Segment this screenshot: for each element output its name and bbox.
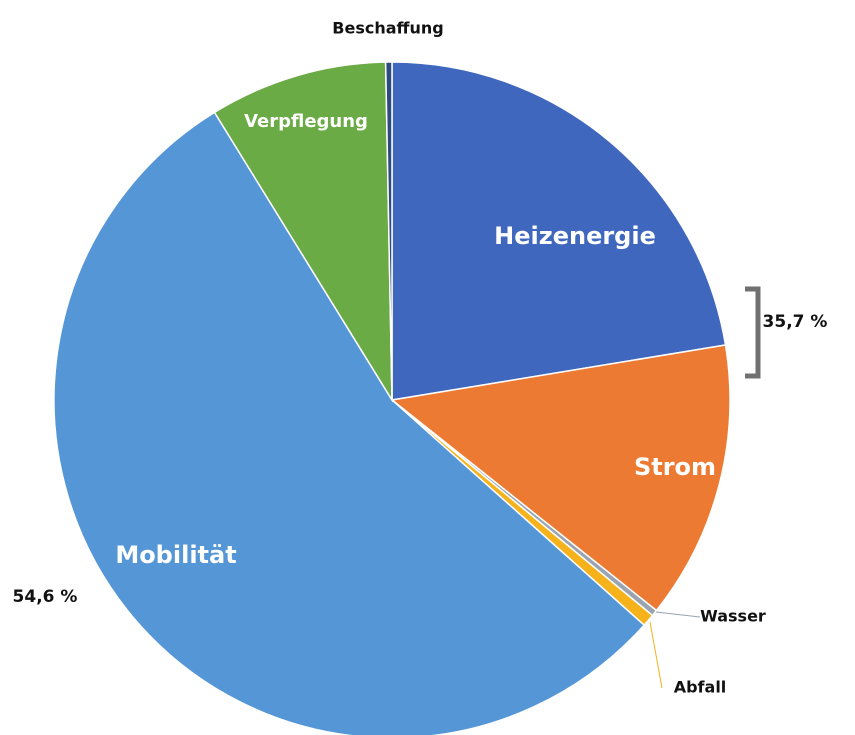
bracket <box>745 286 761 379</box>
annotation: 35,7 % <box>763 312 828 332</box>
slice <box>391 61 727 401</box>
slice-label: Mobilität <box>115 541 236 569</box>
slice-label: Wasser <box>700 607 766 626</box>
slice-label: Beschaffung <box>332 19 443 38</box>
slice <box>384 61 393 401</box>
annotation: 54,6 % <box>13 587 78 607</box>
leader-line <box>655 611 701 618</box>
slice-label: Heizenergie <box>494 222 656 250</box>
slice <box>213 61 393 403</box>
slice <box>53 111 646 735</box>
slice <box>390 344 731 612</box>
slice-label: Abfall <box>674 678 727 697</box>
slices <box>53 61 731 735</box>
leader-line <box>649 621 663 689</box>
slice-label: Strom <box>634 453 716 481</box>
slice-label: Verpflegung <box>244 111 368 132</box>
